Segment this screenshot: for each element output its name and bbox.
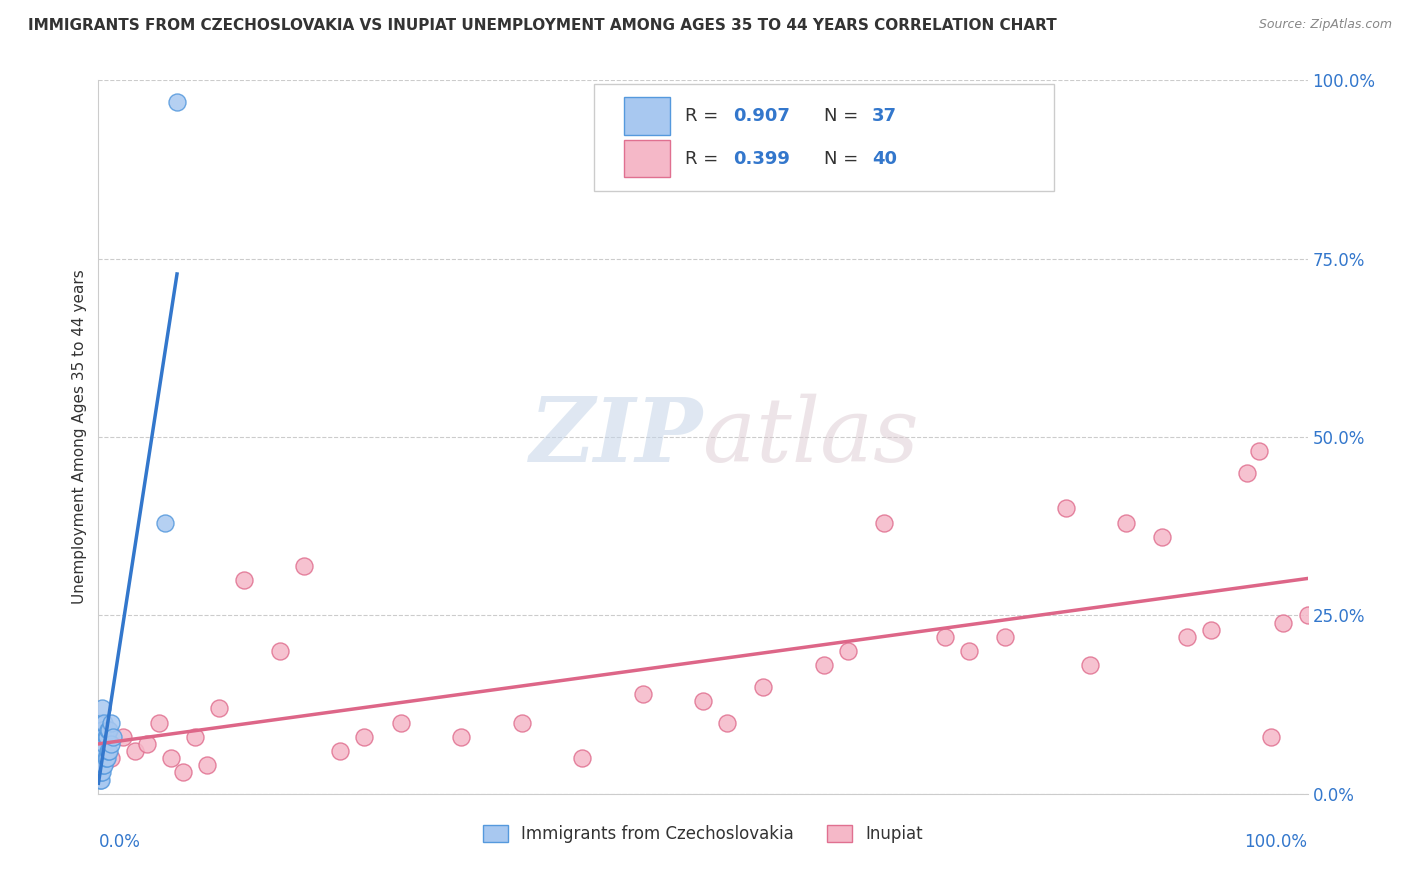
Text: Source: ZipAtlas.com: Source: ZipAtlas.com xyxy=(1258,18,1392,31)
Legend: Immigrants from Czechoslovakia, Inupiat: Immigrants from Czechoslovakia, Inupiat xyxy=(477,818,929,850)
Point xyxy=(1260,730,1282,744)
Point xyxy=(166,95,188,109)
Point xyxy=(1078,658,1101,673)
Point xyxy=(389,715,412,730)
FancyBboxPatch shape xyxy=(595,84,1053,191)
Text: 0.399: 0.399 xyxy=(734,150,790,168)
Point xyxy=(934,630,956,644)
Text: 0.0%: 0.0% xyxy=(98,833,141,851)
Point xyxy=(135,737,157,751)
Point xyxy=(1054,501,1077,516)
Point xyxy=(90,758,112,772)
Point xyxy=(93,715,115,730)
Point xyxy=(91,730,114,744)
Point xyxy=(571,751,593,765)
Point xyxy=(184,730,207,744)
Point xyxy=(1296,608,1319,623)
Text: 100.0%: 100.0% xyxy=(1244,833,1308,851)
Point xyxy=(94,751,117,765)
Point xyxy=(94,730,117,744)
Text: 40: 40 xyxy=(872,150,897,168)
Point xyxy=(96,751,118,765)
Point xyxy=(91,744,114,758)
Point xyxy=(1249,444,1271,458)
Point xyxy=(450,730,472,744)
Point xyxy=(90,715,112,730)
Point xyxy=(89,751,111,765)
Text: 37: 37 xyxy=(872,107,897,125)
Point xyxy=(292,558,315,573)
Text: R =: R = xyxy=(685,107,724,125)
Point xyxy=(329,744,352,758)
Point xyxy=(96,730,118,744)
Point xyxy=(1272,615,1295,630)
Text: ZIP: ZIP xyxy=(530,394,703,480)
Point xyxy=(91,751,114,765)
Point xyxy=(752,680,775,694)
Text: atlas: atlas xyxy=(703,393,918,481)
Point xyxy=(269,644,291,658)
Point xyxy=(90,751,112,765)
Point xyxy=(93,737,115,751)
Point xyxy=(837,644,859,658)
Point xyxy=(97,744,120,758)
Point xyxy=(101,730,124,744)
Text: N =: N = xyxy=(824,150,863,168)
Point xyxy=(89,765,111,780)
Text: IMMIGRANTS FROM CZECHOSLOVAKIA VS INUPIAT UNEMPLOYMENT AMONG AGES 35 TO 44 YEARS: IMMIGRANTS FROM CZECHOSLOVAKIA VS INUPIA… xyxy=(28,18,1057,33)
Point xyxy=(91,765,114,780)
Point xyxy=(1152,530,1174,544)
Point xyxy=(90,772,112,787)
Point xyxy=(100,715,122,730)
Point xyxy=(89,772,111,787)
Point xyxy=(98,744,121,758)
Y-axis label: Unemployment Among Ages 35 to 44 years: Unemployment Among Ages 35 to 44 years xyxy=(72,269,87,605)
Point xyxy=(160,751,183,765)
Text: R =: R = xyxy=(685,150,724,168)
Point xyxy=(98,723,121,737)
Point xyxy=(208,701,231,715)
Point xyxy=(89,758,111,772)
Point xyxy=(232,573,254,587)
Point xyxy=(1199,623,1222,637)
Point xyxy=(873,516,896,530)
Point xyxy=(91,701,114,715)
Point xyxy=(153,516,176,530)
Point xyxy=(994,630,1017,644)
Point xyxy=(89,737,111,751)
Point xyxy=(957,644,980,658)
Text: N =: N = xyxy=(824,107,863,125)
Text: 0.907: 0.907 xyxy=(734,107,790,125)
Point xyxy=(716,715,738,730)
Point xyxy=(93,758,115,772)
Point xyxy=(90,765,112,780)
Point xyxy=(90,744,112,758)
Point xyxy=(172,765,194,780)
Point xyxy=(1115,516,1137,530)
Point xyxy=(91,723,114,737)
Point xyxy=(91,758,114,772)
Point xyxy=(90,730,112,744)
Point xyxy=(124,744,146,758)
Point xyxy=(1236,466,1258,480)
Point xyxy=(353,730,375,744)
Point xyxy=(631,687,654,701)
Point xyxy=(89,744,111,758)
Point xyxy=(100,737,122,751)
FancyBboxPatch shape xyxy=(624,140,671,178)
Point xyxy=(510,715,533,730)
Point xyxy=(100,751,122,765)
Point xyxy=(111,730,134,744)
Point xyxy=(692,694,714,708)
Point xyxy=(148,715,170,730)
Point xyxy=(1175,630,1198,644)
Point xyxy=(97,723,120,737)
Point xyxy=(91,737,114,751)
FancyBboxPatch shape xyxy=(624,97,671,135)
Point xyxy=(813,658,835,673)
Point xyxy=(195,758,218,772)
